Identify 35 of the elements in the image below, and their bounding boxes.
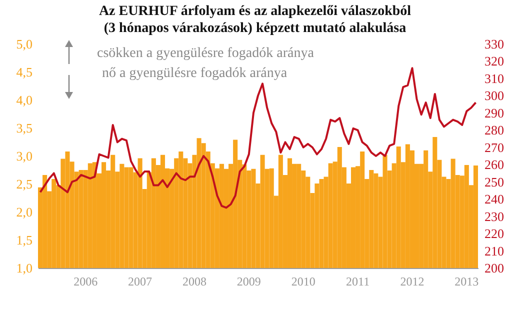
y2-tick-label: 210 [484, 243, 504, 258]
x-tick-label: 2012 [400, 274, 424, 288]
y2-tick-label: 270 [484, 140, 504, 155]
x-tick-label: 2006 [74, 274, 98, 288]
x-tick-label: 2008 [182, 274, 206, 288]
y-tick-label: 1,0 [16, 260, 32, 276]
x-tick-label: 2007 [128, 274, 152, 288]
y2-tick-label: 330 [484, 36, 504, 52]
y-tick-label: 2,0 [16, 204, 32, 220]
annotation: csökken a gyengülésre fogadók aránya [97, 46, 314, 62]
x-tick-label: 2010 [291, 274, 316, 288]
y2-tick-label: 250 [484, 174, 504, 190]
x-tick-label: 2009 [236, 274, 261, 288]
x-tick-label: 2011 [346, 274, 370, 288]
y-tick-label: 5,0 [16, 36, 32, 52]
y2-tick-label: 200 [484, 260, 504, 276]
y2-tick-label: 310 [484, 70, 504, 86]
y2-tick-label: 240 [484, 192, 504, 207]
annotation: nő a gyengülésre fogadók aránya [102, 66, 288, 82]
y2-tick-label: 230 [484, 208, 504, 224]
x-tick-label: 2013 [454, 274, 479, 288]
chart-title: Az EURHUF árfolyam és az alapkezelői válaszokból (3 hónapos várakozások) képzett mutató alakulása [98, 3, 412, 37]
y2-tick-label: 300 [484, 88, 504, 104]
y2-tick-label: 280 [484, 122, 504, 138]
y-tick-label: 1,5 [16, 232, 32, 248]
line-series [39, 67, 477, 209]
y-tick-label: 3,0 [16, 148, 32, 164]
y2-tick-label: 260 [484, 157, 504, 172]
y2-tick-label: 220 [484, 226, 504, 242]
y-tick-label: 2,5 [16, 176, 32, 192]
y-tick-label: 4,5 [16, 64, 32, 80]
y2-tick-label: 290 [484, 105, 504, 120]
y-tick-label: 4,0 [16, 92, 32, 108]
y2-tick-label: 320 [484, 54, 504, 69]
y-tick-label: 3,5 [16, 120, 32, 136]
